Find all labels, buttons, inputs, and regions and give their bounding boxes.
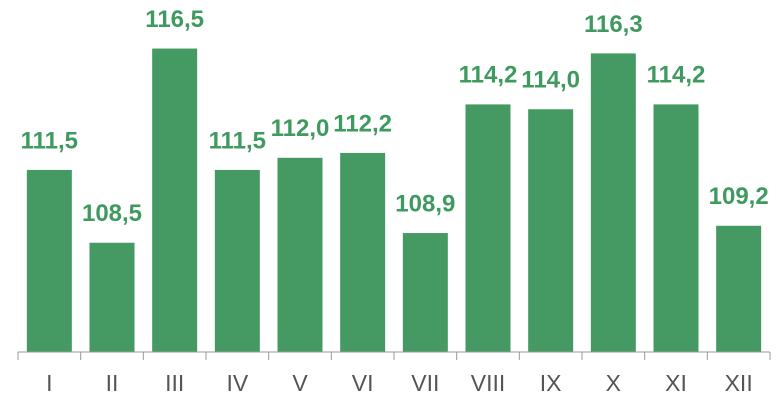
bar [214, 169, 260, 352]
bar [716, 225, 762, 352]
value-label: 112,2 [333, 110, 392, 137]
x-tick-label: IX [540, 370, 562, 396]
value-label: 109,2 [709, 183, 769, 210]
bar [402, 233, 448, 352]
value-label: 111,5 [21, 127, 78, 154]
value-label: 114,2 [647, 62, 706, 89]
x-tick-label: VI [352, 370, 374, 396]
x-tick-label: X [606, 370, 621, 396]
value-label: 114,2 [459, 62, 518, 89]
x-tick-label: VIII [471, 370, 506, 396]
value-label: 116,5 [145, 6, 204, 33]
bar [340, 152, 386, 352]
value-label: 112,0 [271, 115, 330, 142]
bar [26, 169, 72, 352]
x-tick-label: II [106, 370, 119, 396]
x-tick-label: XII [725, 370, 753, 396]
x-tick-label: IV [226, 370, 248, 396]
x-tick-label: III [165, 370, 184, 396]
value-label: 111,5 [209, 127, 266, 154]
value-label: 116,3 [584, 11, 643, 38]
x-tick-label: XI [665, 370, 687, 396]
value-label: 108,5 [82, 200, 142, 227]
x-tick-label: I [46, 370, 52, 396]
bar [653, 104, 699, 353]
value-label: 114,0 [521, 67, 580, 94]
bar [152, 48, 198, 352]
x-tick-label: VII [411, 370, 439, 396]
x-tick-label: V [292, 370, 308, 396]
bar [277, 157, 323, 352]
bar [528, 109, 574, 352]
value-label: 108,9 [395, 190, 455, 217]
bar [590, 53, 636, 353]
bar [89, 242, 135, 352]
bar [465, 104, 511, 353]
